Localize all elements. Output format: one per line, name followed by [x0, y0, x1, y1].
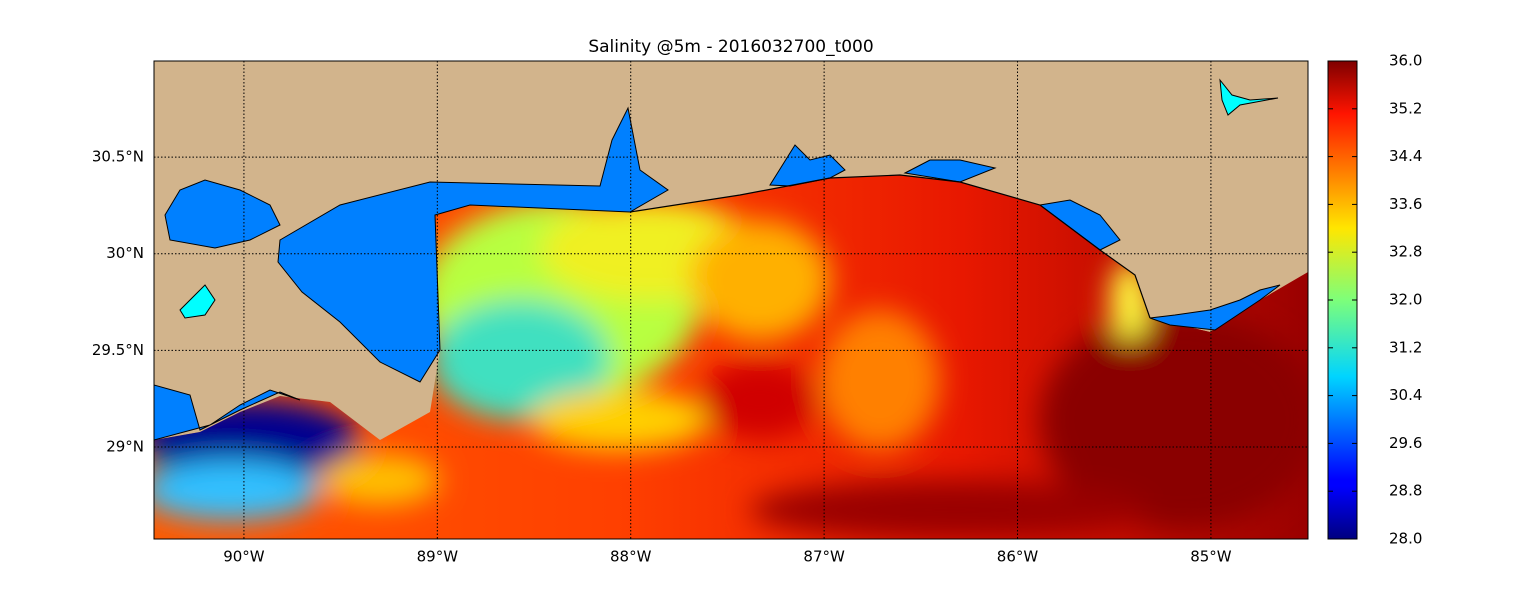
colorbar-tick-label: 30.4 — [1389, 386, 1422, 404]
y-tick-label: 30°N — [106, 244, 144, 262]
y-tick-label: 29.5°N — [92, 341, 144, 359]
x-tick-label: 89°W — [417, 548, 459, 566]
map-title: Salinity @5m - 2016032700_t000 — [588, 37, 873, 57]
colorbar-tick-label: 34.4 — [1389, 147, 1422, 165]
colorbar-tick-label: 32.0 — [1389, 291, 1422, 309]
lake — [164, 179, 281, 249]
colorbar-tick-label: 33.6 — [1389, 195, 1422, 213]
shore-water — [154, 384, 301, 441]
lake — [179, 284, 216, 319]
colorbar-tick-label: 29.6 — [1389, 434, 1422, 452]
colorbar-tick-label: 31.2 — [1389, 338, 1422, 356]
colorbar-tick-label: 35.2 — [1389, 99, 1422, 117]
y-tick-label: 29°N — [106, 437, 144, 455]
coastline — [629, 174, 1151, 319]
bay — [1149, 284, 1281, 331]
x-tick-label: 87°W — [803, 548, 845, 566]
x-tick-label: 88°W — [610, 548, 652, 566]
colorbar-tick-label: 28.8 — [1389, 482, 1422, 500]
lake — [1219, 78, 1279, 116]
x-tick-label: 90°W — [223, 548, 265, 566]
map-frame — [153, 60, 1309, 540]
map-area — [154, 61, 1308, 539]
inland-water — [277, 106, 669, 383]
colorbar-tick-label: 36.0 — [1389, 52, 1422, 70]
colorbar-tick-label: 32.8 — [1389, 243, 1422, 261]
x-tick-label: 85°W — [1190, 548, 1232, 566]
y-tick-label: 30.5°N — [92, 148, 144, 166]
colorbar-tick-label: 28.0 — [1389, 530, 1422, 548]
x-tick-label: 86°W — [997, 548, 1039, 566]
